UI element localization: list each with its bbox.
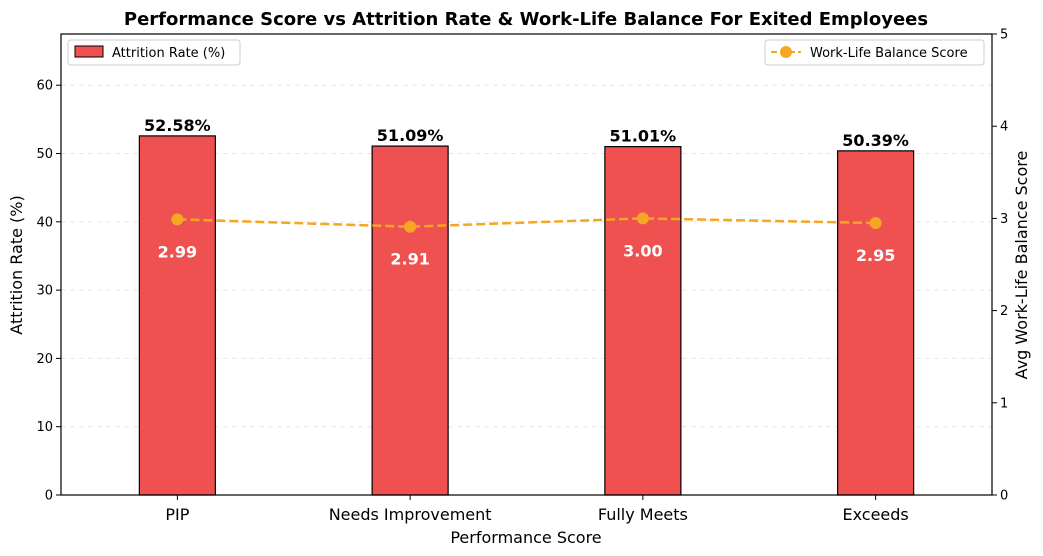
y2-tick-label: 5 [1000, 28, 1008, 43]
wlb-value-label: 2.91 [390, 250, 429, 269]
x-tick-label: PIP [165, 505, 189, 524]
y-tick-label: 40 [36, 215, 53, 230]
bar [371, 145, 449, 496]
bar-value-label: 52.58% [144, 116, 211, 135]
wlb-value-label: 2.95 [856, 246, 895, 265]
y-tick-label: 10 [36, 420, 53, 435]
x-axis-title: Performance Score [450, 528, 601, 547]
plot-frame [60, 33, 993, 496]
line-series: 2.99 2.91 3.00 2.95 [158, 212, 895, 269]
chart-title: Performance Score vs Attrition Rate & Wo… [124, 9, 928, 30]
y2-axis-title: Avg Work-Life Balance Score [1012, 151, 1031, 380]
y-tick-label: 30 [36, 284, 53, 299]
y-tick-label: 0 [45, 489, 53, 504]
wlb-value-label: 2.99 [158, 242, 197, 261]
legend-wlb-marker [780, 46, 792, 58]
legend-wlb-label: Work-Life Balance Score [810, 46, 968, 61]
wlb-point [869, 217, 882, 230]
legend-wlb: Work-Life Balance Score [764, 39, 985, 66]
wlb-point [171, 213, 184, 226]
x-tick-label: Needs Improvement [329, 505, 492, 524]
bar [837, 150, 915, 496]
y-tick-label: 50 [36, 147, 53, 162]
bar [138, 135, 216, 496]
y-axis-title: Attrition Rate (%) [7, 195, 26, 334]
y2-tick-label: 4 [1000, 120, 1008, 135]
y-tick-label: 60 [36, 79, 53, 94]
y2-tick-label: 3 [1000, 212, 1008, 227]
bar [604, 146, 682, 496]
y2-tick-label: 1 [1000, 396, 1008, 411]
grid [61, 84, 992, 496]
wlb-value-label: 3.00 [623, 241, 662, 260]
x-tick-label: Fully Meets [598, 505, 688, 524]
y2-tick-label: 0 [1000, 489, 1008, 504]
wlb-line [177, 217, 876, 228]
y2-tick-label: 2 [1000, 304, 1008, 319]
y-tick-label: 20 [36, 352, 53, 367]
bar-value-label: 51.01% [610, 127, 677, 146]
wlb-point [636, 212, 649, 225]
axes: 0 10 20 30 40 50 60 0 1 2 3 4 5 PIP Needs Improvement F… [36, 28, 1008, 525]
legend-attrition-label: Attrition Rate (%) [112, 46, 225, 61]
legend-attrition: Attrition Rate (%) [67, 39, 241, 66]
bar-value-label: 51.09% [377, 126, 444, 145]
x-tick-label: Exceeds [842, 505, 908, 524]
bar-value-label: 50.39% [842, 131, 909, 150]
wlb-point [404, 220, 417, 233]
bars: 52.58% 51.09% 51.01% 50.39% [138, 116, 915, 496]
legend-attrition-swatch [74, 45, 104, 58]
